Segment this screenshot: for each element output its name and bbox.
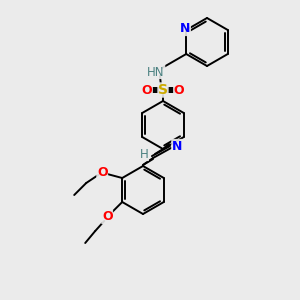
Text: S: S (158, 83, 168, 97)
Text: O: O (174, 83, 184, 97)
Text: HN: HN (147, 65, 165, 79)
Text: O: O (102, 211, 112, 224)
Text: O: O (142, 83, 152, 97)
Text: O: O (97, 167, 107, 179)
Text: N: N (180, 22, 190, 35)
Text: N: N (172, 140, 182, 152)
Text: H: H (140, 148, 148, 160)
